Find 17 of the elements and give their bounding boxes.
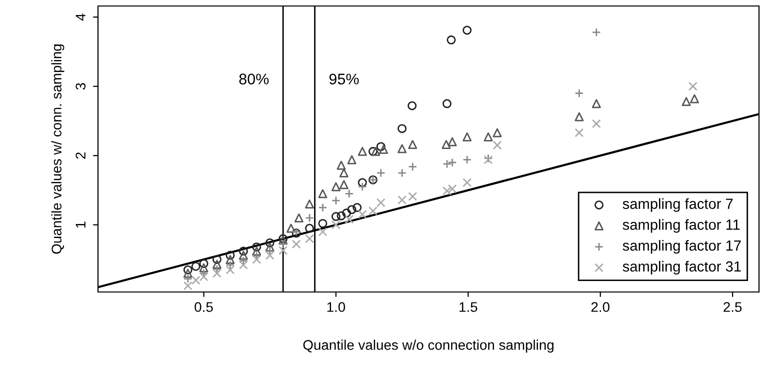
x-tick-label: 2.0 (591, 302, 610, 312)
x-tick-label: 0.5 (194, 302, 213, 312)
y-tick-label: 4 (76, 14, 86, 21)
legend-label: sampling factor 17 (622, 240, 741, 254)
annotation: 80% (239, 74, 269, 84)
legend-label: sampling factor 7 (622, 198, 733, 212)
legend-label: sampling factor 31 (622, 260, 741, 274)
y-tick-label: 3 (76, 83, 86, 90)
x-tick-label: 1.5 (460, 302, 478, 312)
x-tick-label: 1.0 (327, 302, 346, 312)
y-axis-title: Quantile values w/ conn. sampling (51, 44, 64, 254)
annotation: 95% (329, 74, 359, 84)
y-tick-label: 2 (76, 152, 86, 159)
x-tick-label: 2.5 (724, 302, 742, 312)
legend-label: sampling factor 11 (622, 219, 740, 233)
x-axis-title: Quantile values w/o connection sampling (303, 340, 554, 353)
y-tick-label: 1 (76, 222, 86, 228)
